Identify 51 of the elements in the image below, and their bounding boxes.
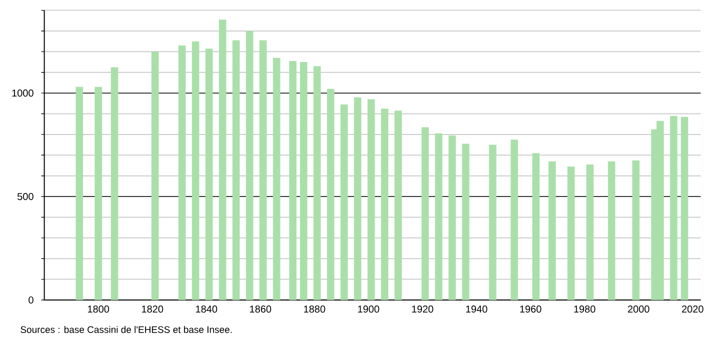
y-tick-label: 0 <box>28 296 34 304</box>
bar <box>680 116 688 300</box>
bar <box>422 127 429 300</box>
bar <box>151 52 159 300</box>
x-tick-label: 1880 <box>304 306 326 313</box>
x-tick-label: 1980 <box>574 306 596 313</box>
bar <box>489 144 496 300</box>
bar <box>259 40 267 300</box>
bar <box>272 58 280 300</box>
bar <box>670 116 678 300</box>
bar <box>462 144 470 300</box>
y-tick-label: 1000 <box>12 90 34 97</box>
bar <box>232 40 240 300</box>
x-tick-label: 1920 <box>412 306 434 313</box>
source-note: Sources : base Cassini de l'EHESS et base Insee. <box>20 326 232 333</box>
bar <box>510 140 518 300</box>
bar <box>326 88 334 300</box>
bar <box>368 99 375 300</box>
x-tick-label: 1820 <box>142 306 164 313</box>
x-tick-label: 1860 <box>250 306 272 313</box>
bar <box>178 45 186 300</box>
bar <box>246 30 254 300</box>
x-tick-label: 1900 <box>358 306 380 313</box>
bar <box>205 48 213 300</box>
bar <box>381 108 388 300</box>
bar <box>567 166 575 300</box>
bar <box>532 153 540 300</box>
bar <box>94 86 102 300</box>
bar <box>586 164 594 300</box>
bar <box>313 66 321 300</box>
y-tick-label: 500 <box>18 192 34 200</box>
bar <box>394 110 402 300</box>
bar <box>608 161 616 300</box>
bar <box>548 161 556 300</box>
bar <box>435 133 442 300</box>
x-tick-label: 1800 <box>88 306 110 313</box>
x-tick-label: 1940 <box>466 306 488 313</box>
bar <box>300 62 308 300</box>
bar <box>192 41 200 300</box>
bar <box>110 67 118 300</box>
bar <box>354 97 362 300</box>
bar <box>76 86 84 300</box>
bar <box>218 20 226 300</box>
x-tick-label: 1840 <box>196 306 218 313</box>
bar <box>632 160 640 300</box>
bar <box>289 60 296 300</box>
bar <box>448 135 456 300</box>
bar <box>340 104 348 300</box>
x-tick-label: 2020 <box>682 306 704 313</box>
x-tick-label: 1960 <box>520 306 542 313</box>
x-tick-label: 2000 <box>628 306 650 313</box>
